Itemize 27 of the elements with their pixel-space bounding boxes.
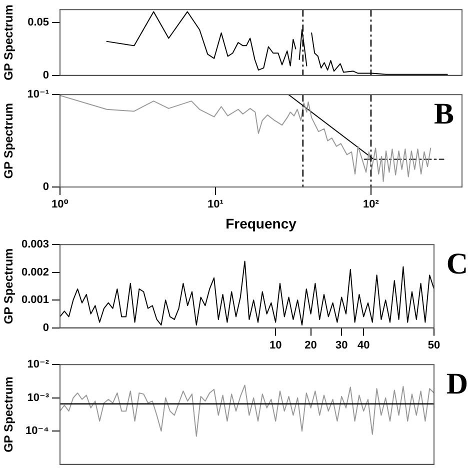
x-axis-title: Frequency	[226, 215, 297, 232]
y-tick-label: 0	[42, 181, 49, 194]
y-tick-label: 10⁻¹	[27, 88, 50, 101]
y-tick-label: 0.05	[28, 16, 49, 28]
x-tick-label: 20	[304, 339, 317, 352]
x-tick-label: 10⁰	[51, 198, 69, 211]
x-tick-label: 50	[428, 339, 440, 352]
y-tick-label: 10⁻⁴	[26, 425, 49, 438]
y-tick-label: 0	[42, 69, 49, 82]
y-tick-label: 0	[42, 322, 49, 334]
y-axis-title: GP Spectrum	[2, 248, 16, 324]
y-tick-label: 0.001	[21, 294, 49, 306]
y-axis-title: GP Spectrum	[2, 102, 16, 179]
y-tick-label: 10⁻²	[27, 358, 50, 371]
y-tick-label: 10⁻³	[27, 392, 50, 404]
x-tick-label: 10	[269, 339, 282, 352]
x-tick-label: 10²	[363, 198, 380, 211]
text: C	[446, 247, 468, 280]
x-tick-label: 10¹	[208, 198, 224, 211]
y-tick-label: 0.002	[21, 266, 49, 278]
annotation: B	[434, 97, 454, 130]
y-axis-title: GP Spectrum	[2, 376, 16, 452]
y-axis-title: GP Spectrum	[2, 4, 16, 80]
text: D	[446, 367, 468, 400]
x-tick-label: 30	[335, 339, 348, 352]
x-tick-label: 40	[357, 339, 370, 352]
y-tick-label: 0.003	[21, 238, 49, 251]
